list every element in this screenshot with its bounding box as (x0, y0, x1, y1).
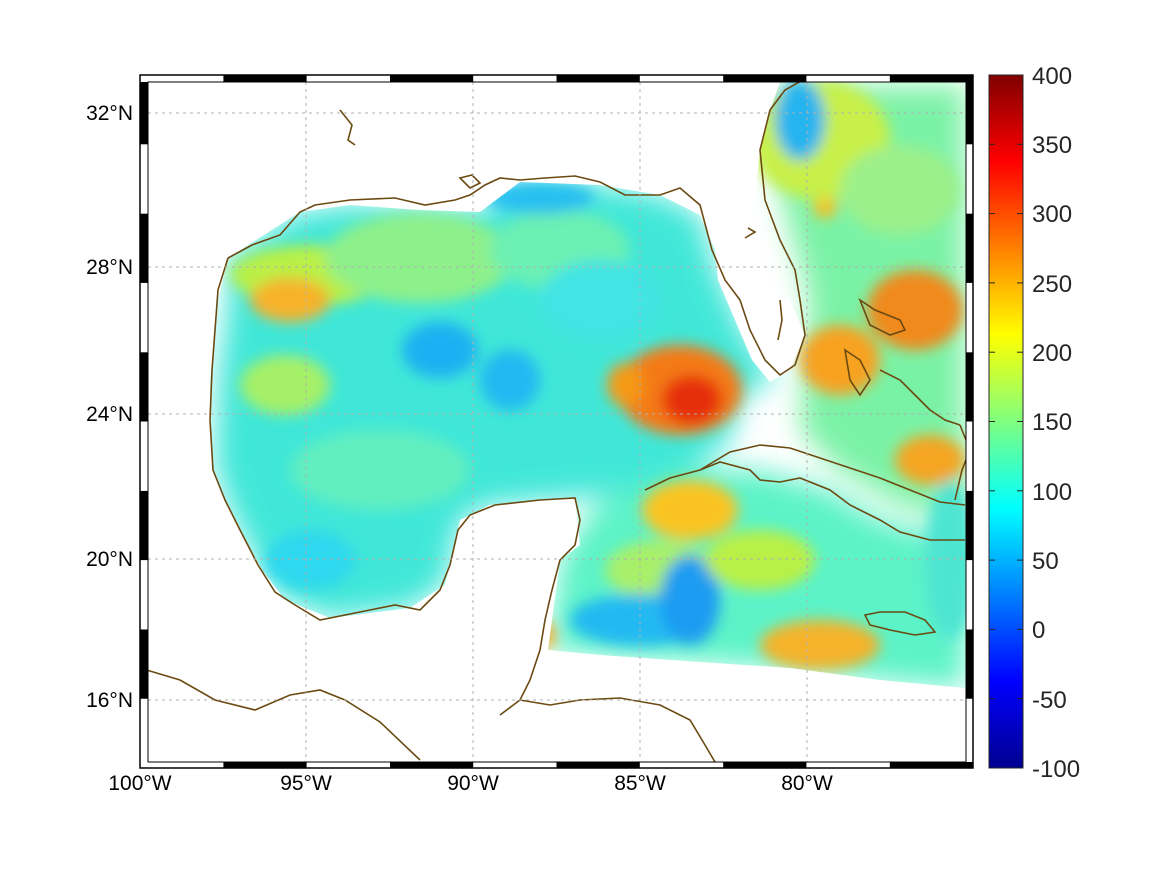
land-mask (148, 82, 966, 762)
map-frame (139, 74, 974, 769)
colorbar-label-neg50: -50 (1032, 687, 1067, 714)
frame-segment-right (966, 213, 973, 283)
frame-segment-top (140, 75, 224, 82)
colorbar-label-0: 0 (1032, 617, 1045, 644)
frame-segment-top (556, 75, 640, 82)
frame-segment-left (140, 282, 148, 353)
lon-tick-95w: 95°W (280, 772, 332, 795)
colorbar-label-200: 200 (1032, 340, 1072, 367)
frame-segment-bottom (473, 762, 557, 768)
frame-segment-right (966, 352, 973, 422)
frame-segment-right (966, 490, 973, 561)
gridlines (148, 82, 966, 762)
colorbar-label-50: 50 (1032, 548, 1059, 575)
frame-segment-bottom (639, 762, 724, 768)
lat-tick-20n: 20°N (86, 548, 133, 571)
colorbar-label-neg100: -100 (1032, 756, 1080, 783)
frame-segment-right (966, 560, 973, 630)
frame-segment-right (966, 629, 973, 699)
colorbar-label-350: 350 (1032, 132, 1072, 159)
lat-tick-28n: 28°N (86, 256, 133, 279)
frame-segment-top (223, 75, 307, 82)
frame-segment-top (723, 75, 807, 82)
lon-tick-90w: 90°W (447, 772, 499, 795)
coastlines (148, 82, 966, 762)
colorbar-label-150: 150 (1032, 409, 1072, 436)
colorbar-label-300: 300 (1032, 201, 1072, 228)
frame-segment-bottom (306, 762, 390, 768)
frame-segment-left (140, 213, 148, 283)
frame-segment-bottom (889, 762, 973, 768)
lat-tick-32n: 32°N (86, 102, 133, 125)
frame-segment-top (889, 75, 973, 82)
lon-tick-100w: 100°W (108, 772, 171, 795)
frame-segment-bottom (556, 762, 640, 768)
frame-segment-left (140, 629, 148, 699)
frame-segment-top (473, 75, 557, 82)
lon-tick-85w: 85°W (614, 772, 666, 795)
colorbar-label-400: 400 (1032, 63, 1072, 90)
lat-tick-24n: 24°N (86, 403, 133, 426)
colorbar-label-100: 100 (1032, 479, 1072, 506)
frame-segment-left (140, 352, 148, 422)
frame-segment-right (966, 421, 973, 491)
frame-segment-top (389, 75, 474, 82)
frame-segment-bottom (723, 762, 807, 768)
frame-segment-right (966, 698, 973, 768)
frame-segment-top (639, 75, 724, 82)
frame-segment-bottom (806, 762, 890, 768)
frame-segment-left (140, 75, 148, 145)
frame-segment-top (306, 75, 390, 82)
sea-surface-field (148, 82, 966, 762)
frame-segment-top (806, 75, 890, 82)
frame-segment-right (966, 75, 973, 145)
frame-segment-bottom (389, 762, 474, 768)
latitude-tick-labels: 32°N 28°N 24°N 20°N 16°N (86, 102, 133, 712)
frame-segment-bottom (223, 762, 307, 768)
frame-segment-left (140, 698, 148, 768)
longitude-tick-labels: 100°W 95°W 90°W 85°W 80°W (108, 772, 833, 795)
frame-segment-right (966, 282, 973, 353)
lon-tick-80w: 80°W (781, 772, 833, 795)
colorbar-label-250: 250 (1032, 271, 1072, 298)
frame-segment-bottom (140, 762, 224, 768)
colorbar: 400 350 300 250 200 150 100 50 0 -50 -10… (988, 63, 1080, 783)
frame-segment-right (966, 144, 973, 214)
frame-segment-left (140, 490, 148, 561)
frame-segment-left (140, 560, 148, 630)
frame-segment-left (140, 144, 148, 214)
lat-tick-16n: 16°N (86, 689, 133, 712)
frame-segment-left (140, 421, 148, 491)
